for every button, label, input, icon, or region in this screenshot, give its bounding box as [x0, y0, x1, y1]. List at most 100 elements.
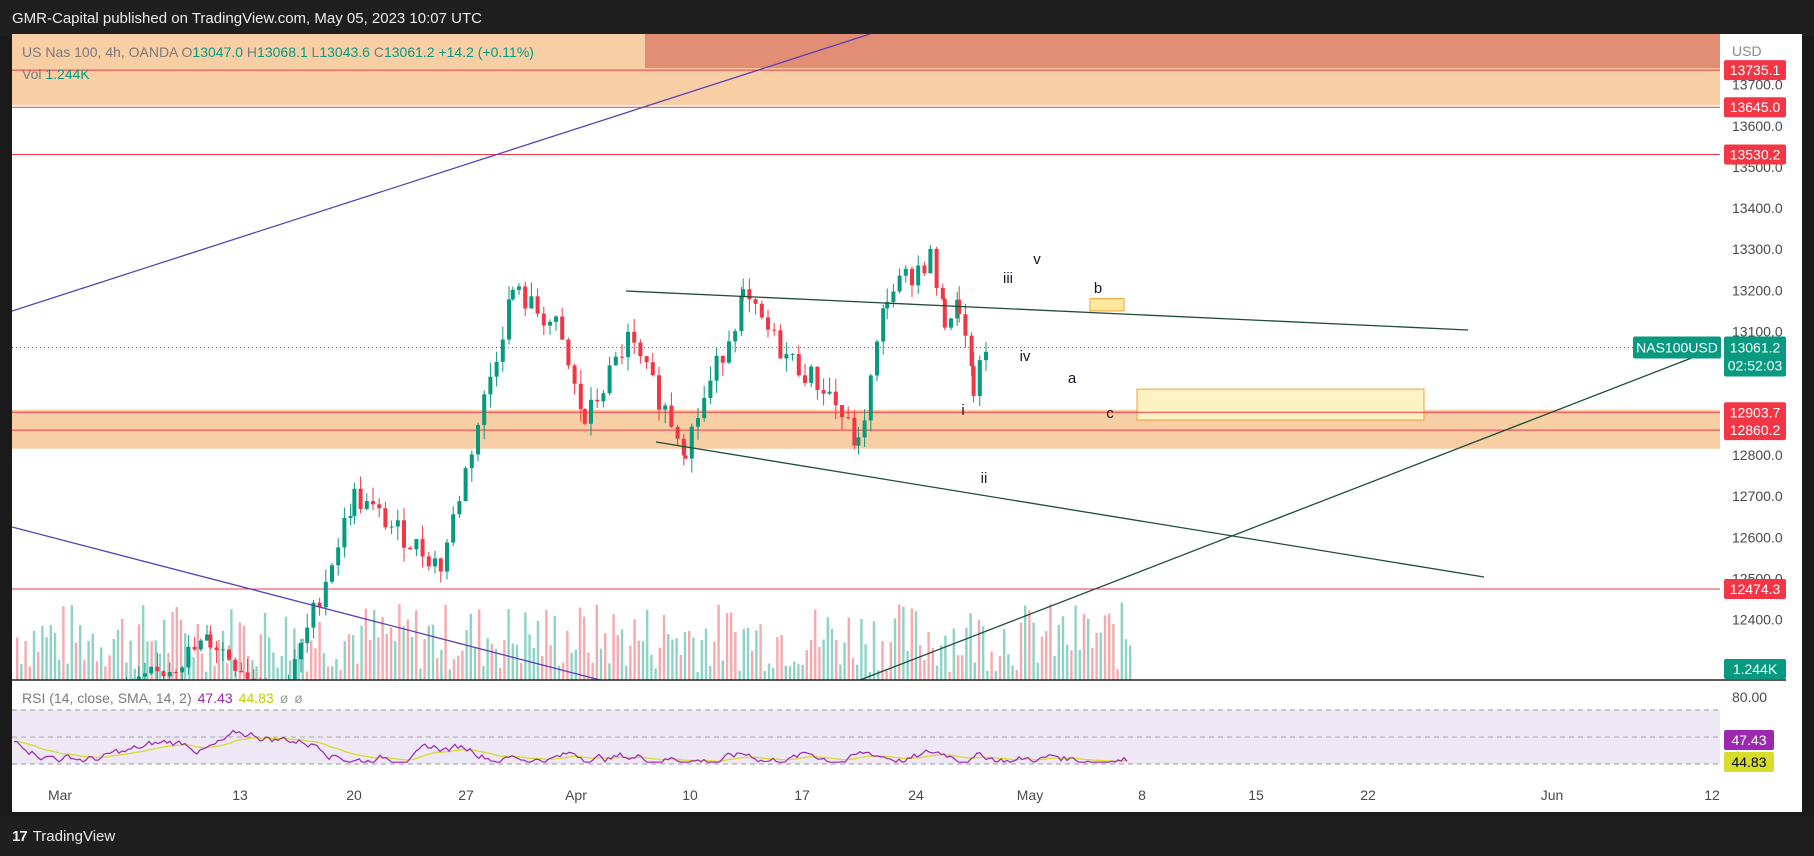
- candle-body: [650, 362, 655, 376]
- volume-bar: [763, 671, 766, 680]
- volume-bar: [247, 655, 250, 680]
- volume-bar: [910, 608, 913, 680]
- volume-bar: [45, 637, 48, 680]
- rsi-legend[interactable]: RSI (14, close, SMA, 14, 2) 47.43 44.83 ø ø: [22, 690, 303, 706]
- volume-bar: [389, 627, 393, 680]
- candle-body: [457, 501, 462, 515]
- wave-label-v: v: [1033, 251, 1041, 268]
- volume-bar: [385, 633, 388, 680]
- candle-body: [348, 516, 353, 518]
- volume-bar: [650, 654, 653, 680]
- candle-body: [336, 547, 341, 566]
- volume-bar: [1019, 622, 1023, 680]
- volume-bar: [994, 671, 997, 680]
- candle-body: [613, 356, 618, 366]
- volume-bar: [263, 612, 267, 680]
- candle-body: [305, 627, 310, 643]
- candle-body: [408, 547, 413, 550]
- volume-bar: [1074, 605, 1077, 680]
- volume-bar: [956, 655, 960, 680]
- volume-legend[interactable]: Vol 1.244K: [22, 66, 90, 82]
- volume-bar: [549, 645, 552, 680]
- candle-body: [414, 539, 419, 550]
- candle-body: [862, 420, 867, 438]
- volume-bar: [629, 645, 632, 680]
- volume-bar: [511, 643, 514, 680]
- candle-body: [149, 666, 154, 674]
- volume-bar: [494, 648, 498, 680]
- candle-body: [311, 602, 316, 628]
- volume-bar: [931, 647, 934, 680]
- volume-bar: [893, 618, 897, 680]
- volume-bar: [179, 619, 183, 680]
- candle-body: [833, 391, 838, 406]
- candle-body: [323, 581, 328, 608]
- upper-inner-zone: [645, 34, 1720, 69]
- symbol-legend[interactable]: US Nas 100, 4h, OANDA O13047.0 H13068.1 …: [22, 44, 534, 60]
- candle-body: [741, 289, 746, 297]
- volume-bar: [692, 637, 695, 680]
- volume-bar: [553, 615, 556, 680]
- rsi-sma-tag-bg: [1724, 752, 1774, 772]
- price-tick-0: 13700.0: [1732, 77, 1783, 93]
- candle-body: [239, 670, 244, 673]
- candle-body: [541, 313, 546, 326]
- symbol-title[interactable]: US Nas 100, 4h, OANDA: [22, 44, 178, 60]
- volume-bar: [864, 644, 867, 680]
- candle-body: [438, 558, 443, 572]
- candle-body: [395, 520, 400, 527]
- volume-bar: [163, 619, 166, 680]
- candle-body: [198, 640, 203, 650]
- last-price-tag-bg: [1724, 336, 1786, 377]
- volume-bar: [402, 626, 405, 680]
- candle-body: [589, 399, 593, 424]
- volume-bar: [570, 652, 573, 680]
- candle-body: [106, 706, 110, 708]
- candle-body: [638, 342, 643, 357]
- volume-bar: [1095, 632, 1098, 680]
- volume-bar: [1040, 636, 1044, 680]
- candle-body: [644, 356, 649, 363]
- volume-bar: [272, 652, 275, 680]
- volume-value: 1.244K: [45, 66, 90, 82]
- volume-bar: [91, 633, 94, 680]
- volume-bar: [53, 632, 57, 680]
- candle-body: [494, 361, 499, 377]
- volume-bar: [192, 656, 195, 680]
- volume-bar: [818, 646, 821, 680]
- time-tick-2: 20: [346, 787, 362, 803]
- volume-bar: [515, 644, 519, 680]
- volume-bar: [133, 668, 136, 680]
- candle-body: [856, 437, 861, 446]
- volume-bar: [620, 629, 624, 680]
- volume-bar: [276, 667, 279, 680]
- volume-bar: [595, 604, 598, 680]
- price-tag-5: 12474.3: [1730, 581, 1781, 597]
- volume-bar: [780, 635, 783, 680]
- candle-body: [377, 504, 382, 509]
- candle-body: [433, 558, 437, 567]
- volume-bar: [184, 633, 187, 680]
- wave-label-iii: iii: [1003, 270, 1013, 287]
- volume-bar: [688, 630, 691, 680]
- candle-body: [607, 365, 612, 394]
- candle-body: [868, 375, 873, 421]
- candle-body: [233, 659, 238, 671]
- candle-body: [977, 360, 982, 396]
- volume-bar: [1120, 602, 1123, 680]
- volume-bar: [654, 668, 657, 680]
- candle-body: [815, 366, 820, 391]
- candle-body: [258, 679, 262, 680]
- volume-bar: [205, 671, 208, 680]
- candle-body: [220, 649, 225, 651]
- candle-body: [903, 268, 908, 276]
- volume-bar: [314, 648, 317, 680]
- volume-bar: [146, 641, 149, 680]
- volume-bar: [898, 604, 901, 680]
- candle-body: [984, 351, 988, 361]
- candle-body: [969, 335, 974, 367]
- main-plot: [12, 34, 1720, 708]
- volume-bar: [347, 634, 351, 680]
- volume-bar: [767, 663, 771, 680]
